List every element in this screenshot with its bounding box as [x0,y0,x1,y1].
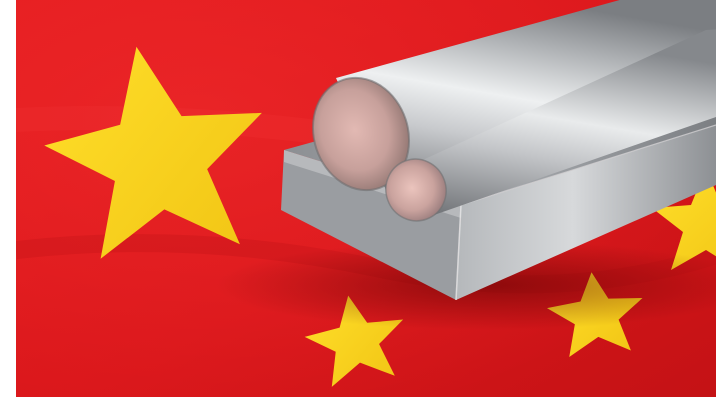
small-star-right [652,168,716,270]
photo-illustration [16,0,716,397]
small-round-rod [385,29,716,222]
small-star-bottom-center [304,295,404,387]
large-round-rod [311,0,716,192]
large-star [44,46,262,259]
photo [16,0,716,397]
